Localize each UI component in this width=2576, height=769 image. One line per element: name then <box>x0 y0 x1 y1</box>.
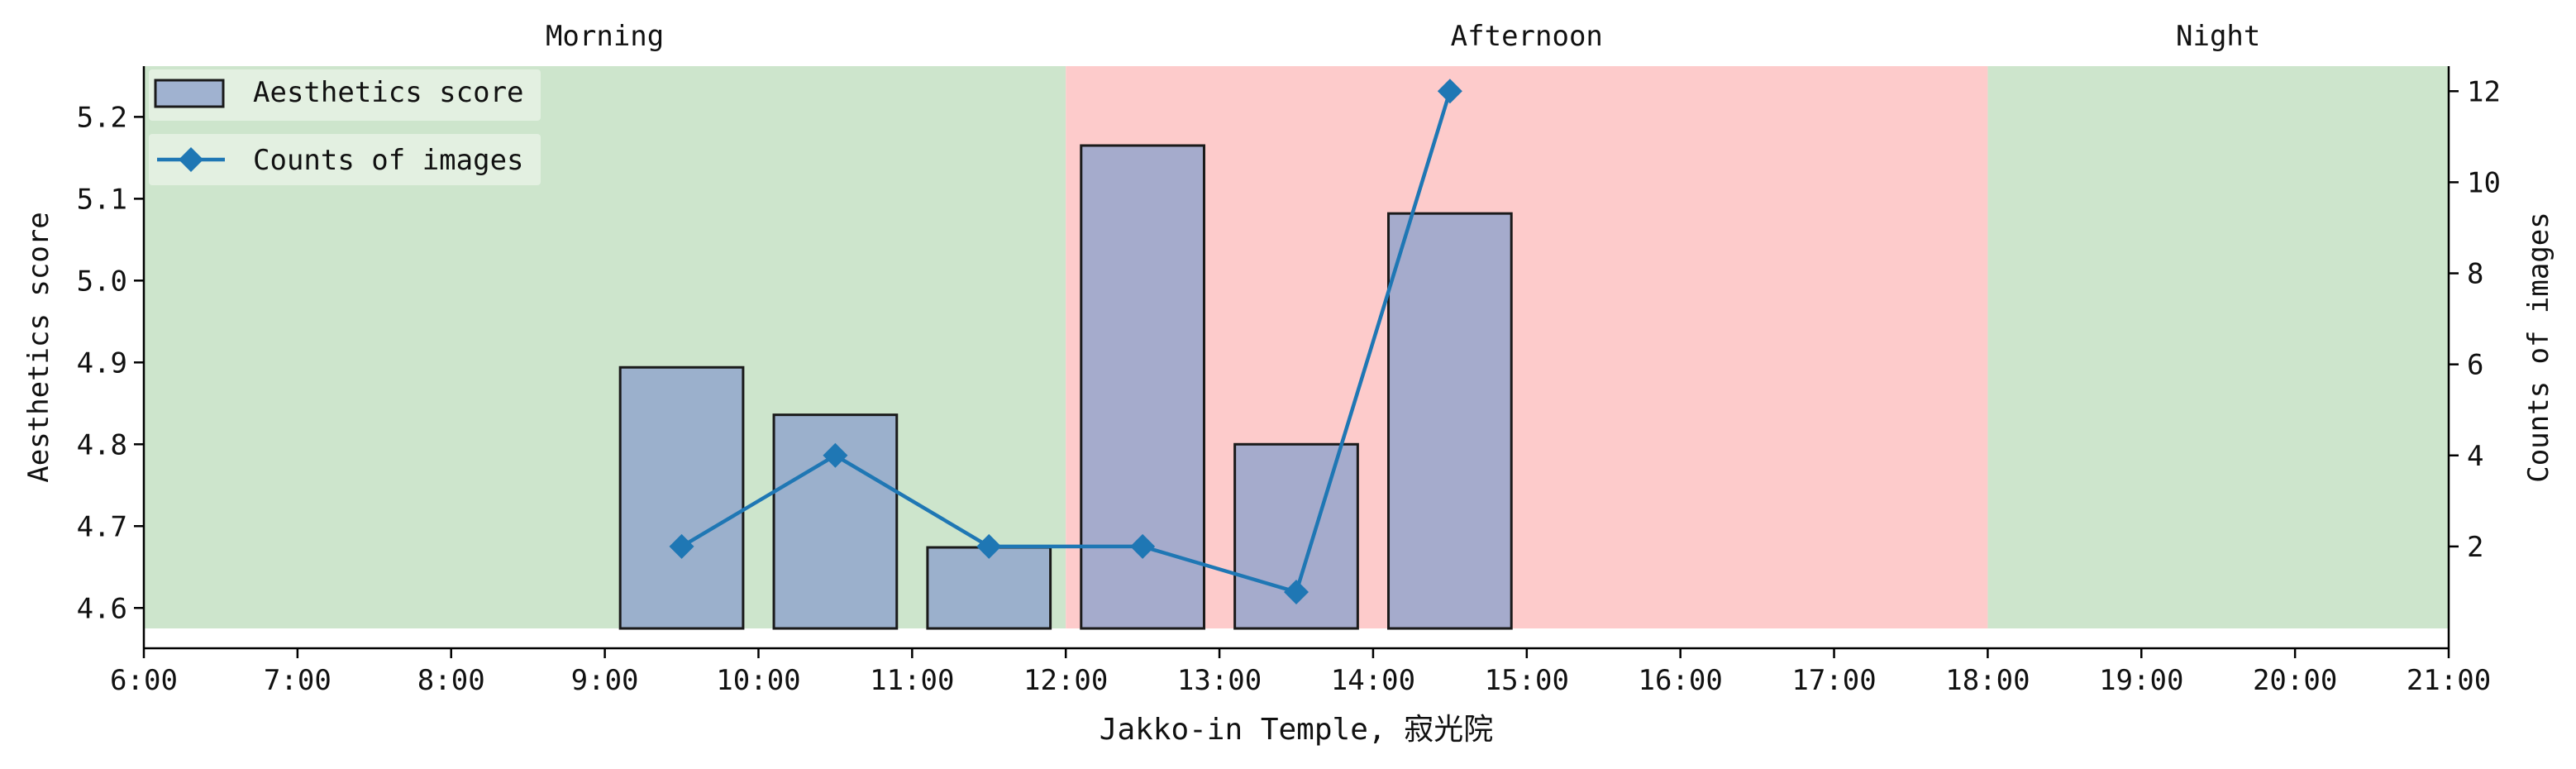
x-tick-label-10: 16:00 <box>1638 664 1722 697</box>
right-tick-label-6: 6 <box>2467 349 2483 382</box>
left-tick-label-4.6: 4.6 <box>77 592 127 625</box>
legend-box-line <box>149 134 541 185</box>
period-label-afternoon: Afternoon <box>1451 20 1603 53</box>
x-tick-label-5: 11:00 <box>870 664 954 697</box>
counts-line <box>669 79 1462 604</box>
counts-point-0 <box>669 533 694 559</box>
right-tick-label-10: 10 <box>2467 166 2501 199</box>
left-tick-label-4.9: 4.9 <box>77 346 127 380</box>
bar-5 <box>1387 212 1513 630</box>
x-tick-label-15: 21:00 <box>2407 664 2491 697</box>
period-band-afternoon <box>1066 66 1988 628</box>
x-tick-label-11: 17:00 <box>1791 664 1876 697</box>
legend-box-bar <box>149 69 541 121</box>
left-tick-label-5.1: 5.1 <box>77 183 127 216</box>
legend: Aesthetics score Counts of images <box>149 69 541 185</box>
legend-label-bar: Aesthetics score <box>253 76 524 109</box>
x-tick-label-2: 8:00 <box>417 664 485 697</box>
axes <box>134 66 2459 658</box>
x-tick-label-4: 10:00 <box>716 664 800 697</box>
period-label-night: Night <box>2176 20 2260 53</box>
right-tick-label-8: 8 <box>2467 258 2483 291</box>
x-tick-label-13: 19:00 <box>2099 664 2183 697</box>
x-tick-label-7: 13:00 <box>1177 664 1262 697</box>
left-tick-label-4.8: 4.8 <box>77 428 127 461</box>
right-tick-label-12: 12 <box>2467 75 2501 108</box>
counts-point-1 <box>823 442 848 468</box>
x-tick-label-8: 14:00 <box>1331 664 1415 697</box>
legend-swatch-bar <box>154 79 225 108</box>
right-tick-label-4: 4 <box>2467 440 2483 473</box>
x-tick-label-3: 9:00 <box>571 664 639 697</box>
x-tick-label-6: 12:00 <box>1023 664 1108 697</box>
x-tick-label-1: 7:00 <box>264 664 332 697</box>
x-tick-label-12: 18:00 <box>1945 664 2030 697</box>
counts-point-4 <box>1284 579 1309 604</box>
left-tick-label-4.7: 4.7 <box>77 510 127 543</box>
bar-0 <box>618 365 745 630</box>
period-label-morning: Morning <box>546 20 664 53</box>
left-tick-label-5.2: 5.2 <box>77 101 127 134</box>
labels: Morning Afternoon Night 4.6 4.7 4.8 4.9 5.0 5.1 5… <box>22 20 2555 747</box>
legend-swatch-marker <box>179 147 203 172</box>
x-tick-label-9: 15:00 <box>1485 664 1569 697</box>
x-axis-title: Jakko-in Temple, 寂光院 <box>1100 713 1493 747</box>
left-tick-label-5.0: 5.0 <box>77 265 127 298</box>
counts-point-2 <box>976 533 1002 559</box>
left-axis-title: Aesthetics score <box>22 212 55 483</box>
right-axis-title: Counts of images <box>2522 212 2555 483</box>
counts-point-5 <box>1437 79 1462 104</box>
period-band-night <box>1987 66 2449 628</box>
x-tick-label-0: 6:00 <box>110 664 178 697</box>
bar-2 <box>926 546 1052 630</box>
right-tick-label-2: 2 <box>2467 531 2483 564</box>
period-backgrounds <box>144 66 2449 628</box>
counts-line-path <box>680 90 1453 595</box>
legend-label-line: Counts of images <box>253 144 524 177</box>
counts-point-3 <box>1130 533 1156 559</box>
x-tick-label-14: 20:00 <box>2253 664 2337 697</box>
